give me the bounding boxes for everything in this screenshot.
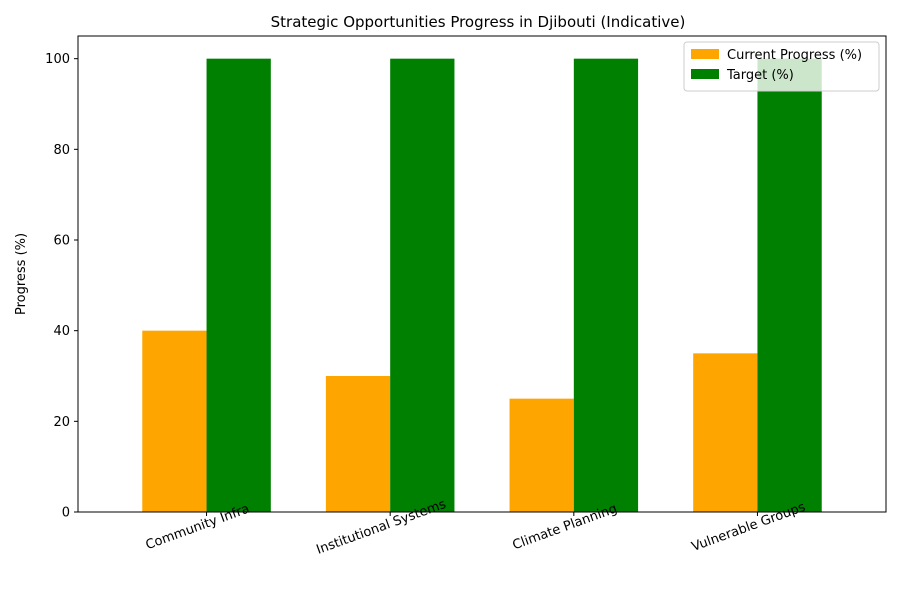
bar-current-2 [509, 398, 574, 512]
legend-swatch-1 [691, 69, 719, 79]
y-tick-label-2: 40 [53, 324, 70, 339]
chart-title: Strategic Opportunities Progress in Djib… [271, 13, 686, 31]
legend-swatch-0 [691, 49, 719, 59]
legend-label-0: Current Progress (%) [727, 48, 862, 63]
y-tick-label-5: 100 [45, 52, 70, 67]
y-axis-label: Progress (%) [14, 233, 29, 315]
bar-target-1 [390, 58, 455, 513]
legend-label-1: Target (%) [726, 68, 794, 83]
bar-target-0 [206, 58, 271, 513]
y-tick-label-4: 80 [53, 143, 70, 158]
plot-frame [77, 35, 887, 513]
legend-box [683, 41, 880, 92]
bar-current-1 [325, 376, 391, 512]
bar-target-2 [573, 58, 639, 513]
y-tick-label-3: 60 [53, 234, 70, 249]
legend: Current Progress (%) Target (%) [683, 41, 880, 92]
y-tick-label-0: 0 [62, 506, 70, 521]
y-tick-label-1: 20 [53, 415, 70, 430]
bar-target-3 [757, 58, 822, 513]
bar-current-0 [142, 330, 207, 512]
bar-current-3 [693, 353, 758, 512]
